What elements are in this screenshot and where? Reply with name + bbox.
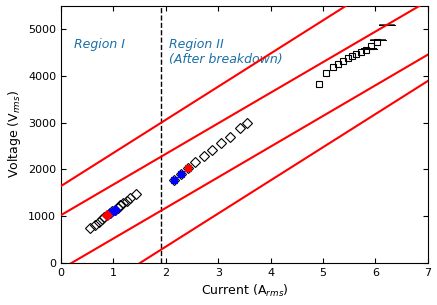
Text: Region I: Region I	[74, 38, 125, 51]
Y-axis label: Voltage (V$_{rms}$): Voltage (V$_{rms}$)	[6, 90, 23, 178]
Text: Region II
(After breakdown): Region II (After breakdown)	[169, 38, 282, 66]
X-axis label: Current (A$_{rms}$): Current (A$_{rms}$)	[201, 283, 288, 300]
